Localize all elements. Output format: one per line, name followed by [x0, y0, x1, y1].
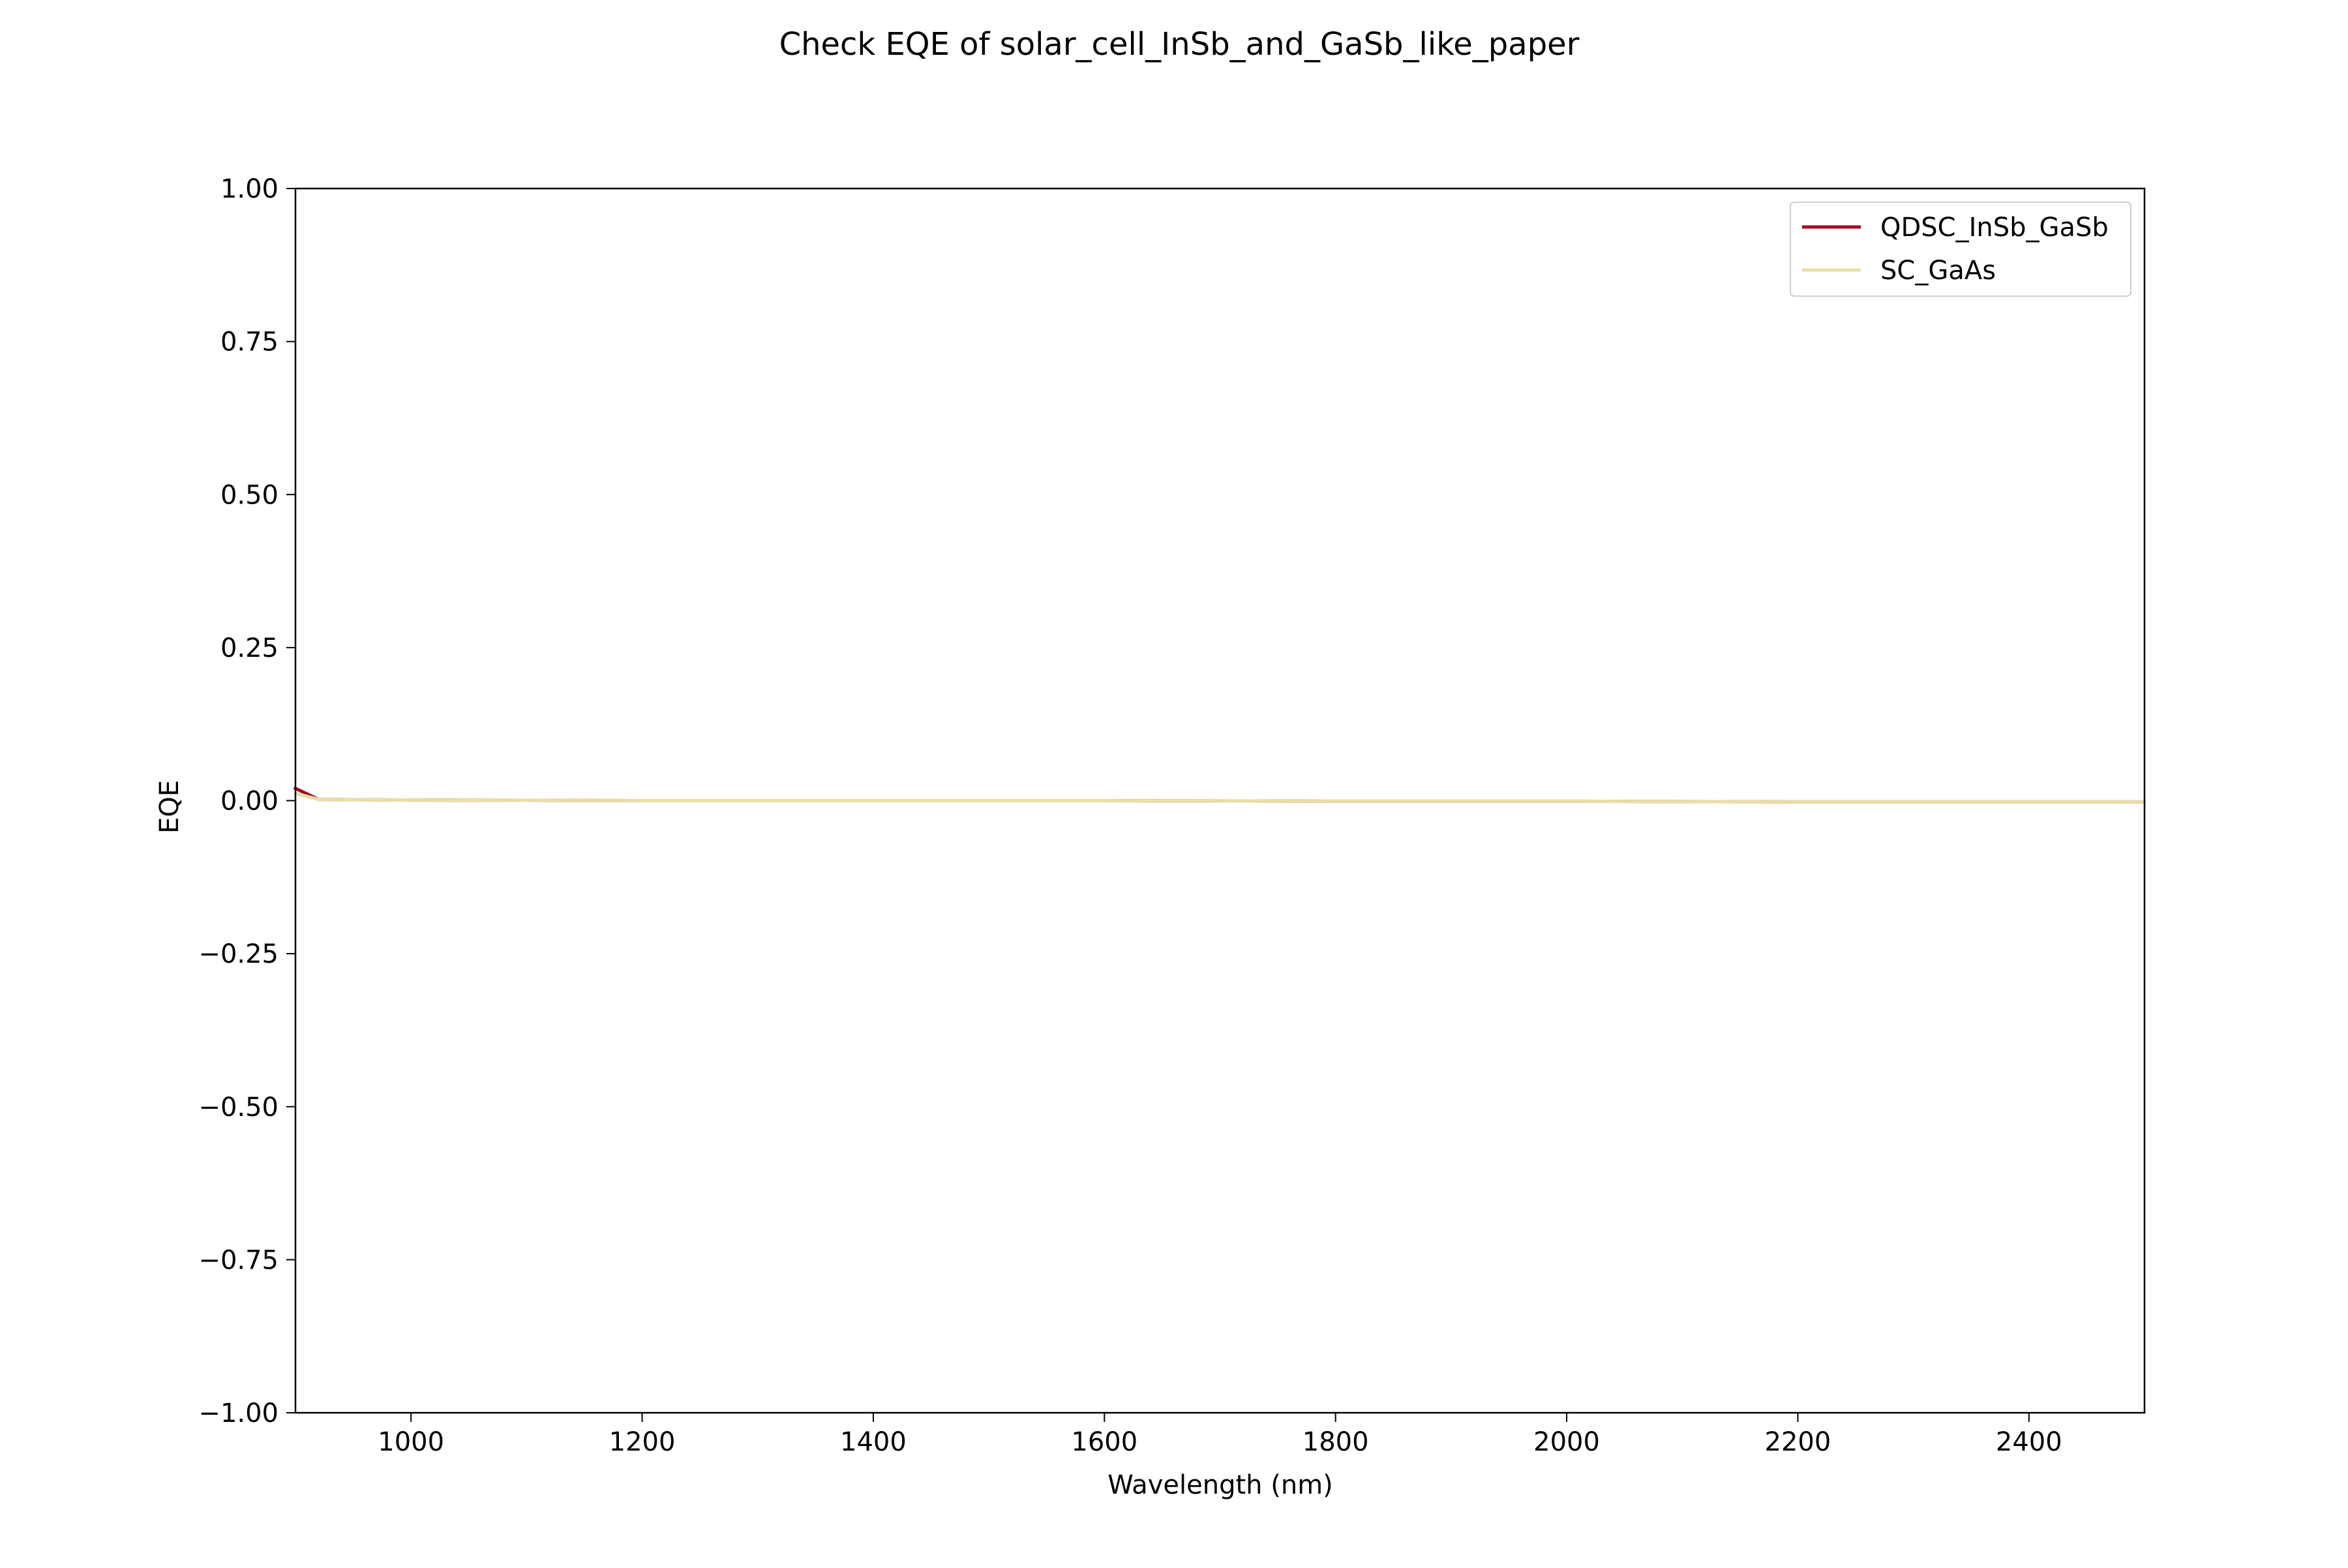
y-tick-label: 1.00	[220, 174, 278, 204]
x-tick-label: 1000	[378, 1427, 444, 1457]
legend: QDSC_InSb_GaSb SC_GaAs	[1790, 202, 2131, 297]
x-tick-label: 1200	[609, 1427, 676, 1457]
y-tick-label: −0.75	[198, 1245, 278, 1275]
y-axis-label: EQE	[155, 780, 185, 834]
y-tick-label: −0.50	[198, 1093, 278, 1123]
chart-title: Check EQE of solar_cell_InSb_and_GaSb_li…	[779, 26, 1580, 63]
legend-label-sc-gaas: SC_GaAs	[1880, 256, 1996, 286]
series-line-sc-gaas	[293, 791, 2146, 804]
x-tick-label: 2000	[1533, 1427, 1600, 1457]
y-tick-label: 0.75	[220, 327, 278, 357]
y-tick-label: 0.50	[220, 480, 278, 510]
x-axis-label: Wavelength (nm)	[1107, 1470, 1333, 1500]
x-tick-label: 1400	[840, 1427, 907, 1457]
y-tick-label: −0.25	[198, 939, 278, 969]
x-tick-label: 1800	[1302, 1427, 1369, 1457]
x-tick-label: 1600	[1071, 1427, 1137, 1457]
y-tick-label: 0.25	[220, 633, 278, 663]
legend-label-qdsc-insb-gasb: QDSC_InSb_GaSb	[1880, 213, 2109, 243]
y-axis: −1.00 −0.75 −0.50 −0.25 0.00 0.25 0.50 0.75 1.00	[198, 174, 295, 1428]
legend-box	[1790, 202, 2131, 297]
y-tick-label: 0.00	[220, 787, 278, 817]
x-axis: 1000 1200 1400 1600 1800 2000 2200 2400	[378, 1413, 2062, 1457]
y-tick-label: −1.00	[198, 1398, 278, 1428]
plot-series	[293, 786, 2146, 804]
x-tick-label: 2200	[1765, 1427, 1831, 1457]
x-tick-label: 2400	[1996, 1427, 2062, 1457]
